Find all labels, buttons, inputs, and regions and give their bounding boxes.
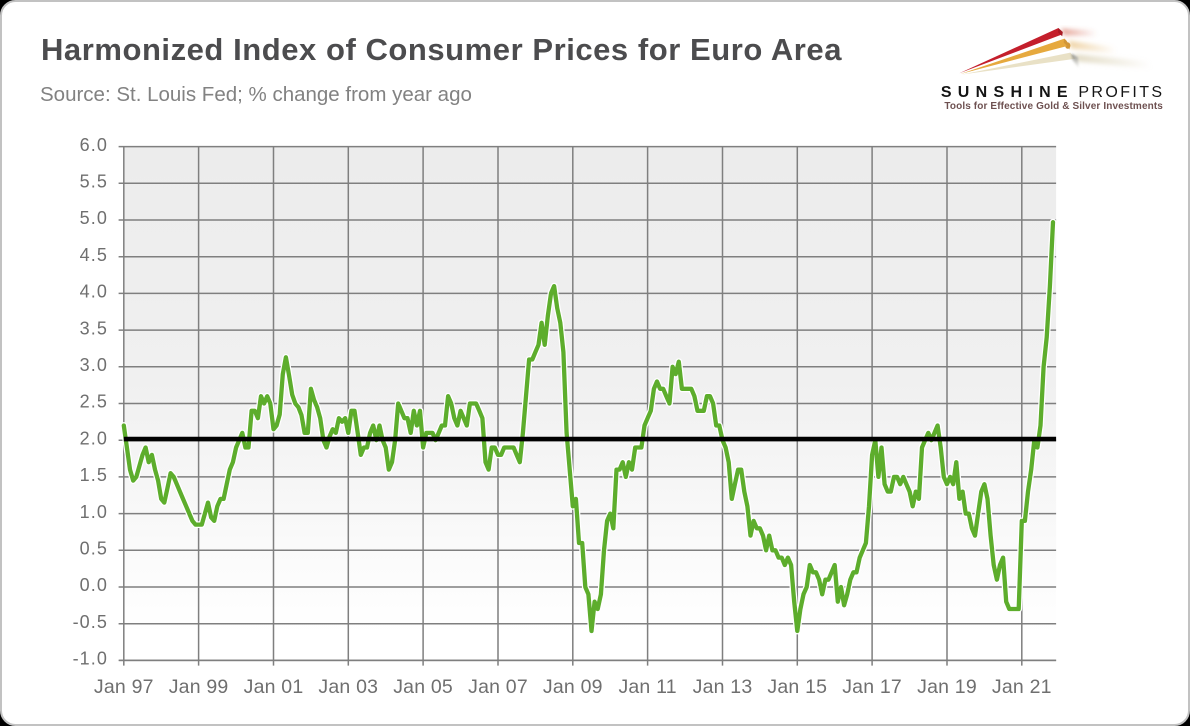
svg-text:Jan 15: Jan 15: [767, 676, 827, 698]
svg-text:1.5: 1.5: [80, 465, 108, 485]
svg-text:5.0: 5.0: [80, 208, 108, 228]
svg-text:Jan 21: Jan 21: [992, 676, 1052, 698]
svg-text:Jan 03: Jan 03: [318, 676, 378, 698]
svg-text:Jan 13: Jan 13: [693, 676, 753, 698]
svg-text:5.5: 5.5: [80, 172, 108, 192]
svg-text:0.5: 0.5: [80, 539, 108, 559]
svg-text:Jan 09: Jan 09: [543, 676, 603, 698]
svg-text:4.5: 4.5: [80, 245, 108, 265]
svg-text:2.0: 2.0: [80, 428, 108, 448]
svg-text:Jan 97: Jan 97: [94, 676, 154, 698]
svg-text:2.5: 2.5: [80, 392, 108, 412]
svg-text:Jan 11: Jan 11: [618, 676, 676, 698]
svg-text:Jan 17: Jan 17: [842, 676, 902, 698]
svg-text:Jan 19: Jan 19: [917, 676, 977, 698]
svg-text:0.0: 0.0: [80, 575, 108, 595]
svg-text:Jan 05: Jan 05: [393, 676, 453, 698]
svg-text:Jan 99: Jan 99: [169, 676, 229, 698]
svg-text:3.0: 3.0: [80, 355, 108, 375]
svg-text:Jan 01: Jan 01: [244, 676, 304, 698]
svg-text:-0.5: -0.5: [73, 612, 108, 632]
svg-text:-1.0: -1.0: [73, 649, 108, 669]
svg-text:Jan 07: Jan 07: [468, 676, 528, 698]
svg-text:6.0: 6.0: [80, 135, 108, 155]
svg-text:3.5: 3.5: [80, 318, 108, 338]
svg-text:4.0: 4.0: [80, 282, 108, 302]
svg-text:1.0: 1.0: [80, 502, 108, 522]
